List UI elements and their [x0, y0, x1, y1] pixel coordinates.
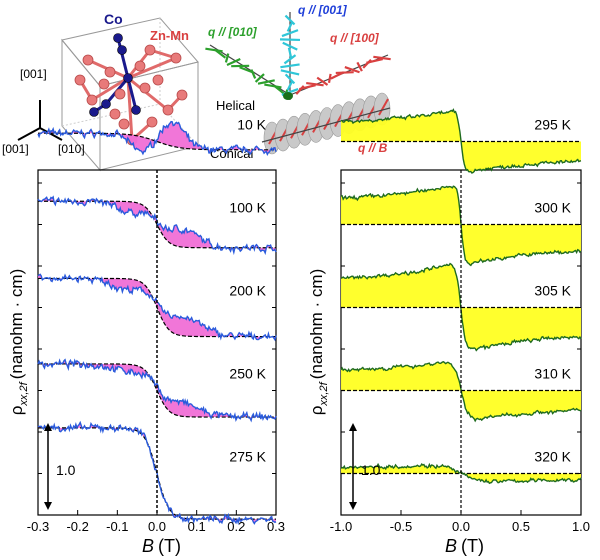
left-y-axis-label: ρxx,2f (nanohm · cm) [7, 269, 30, 416]
series-10K: 10 K [37, 117, 277, 157]
right-x-unit: (T) [461, 536, 484, 556]
x-tick-label: 0.5 [512, 519, 530, 534]
right-panel: 295 K 300 K 305 K 310 K 320 K -1.0 -0.5 0.0 0.5… [307, 108, 590, 556]
right-scale-bar: 1.0 [349, 423, 381, 510]
series-line [37, 358, 277, 423]
znmn-label: Zn-Mn [150, 28, 189, 43]
series-line [37, 120, 277, 157]
q001-label: q // [001] [298, 3, 348, 17]
x-tick-label: 0.0 [452, 519, 470, 534]
helical-label: Helical [216, 98, 255, 113]
series-fill [341, 186, 581, 266]
left-scale-bar: 1.0 [44, 423, 76, 510]
series-fill [341, 464, 581, 484]
qB-label: q // B [358, 141, 388, 155]
series-label: 310 K [534, 366, 571, 382]
series-line [340, 185, 582, 267]
left-x-var: B [142, 536, 154, 556]
series-300K: 300 K [340, 185, 582, 267]
right-y-axis-label: ρxx,2f (nanohm · cm) [307, 269, 330, 416]
axis-label-010: [010] [58, 142, 85, 156]
x-tick-label: -0.3 [27, 519, 49, 534]
right-scale-label: 1.0 [361, 462, 381, 478]
x-tick-label: -1.0 [330, 519, 352, 534]
series-label: 320 K [534, 449, 571, 465]
series-label: 300 K [534, 200, 571, 216]
axes-triad: [001] [001] [010] [2, 67, 85, 156]
q010-label: q // [010] [208, 25, 258, 39]
series-baseline [37, 132, 277, 151]
x-tick-label: 0.3 [267, 519, 285, 534]
x-tick-label: -0.5 [390, 519, 412, 534]
series-label: 10 K [237, 117, 266, 133]
series-label: 295 K [534, 117, 571, 133]
right-x-var: B [445, 536, 457, 556]
series-baseline [38, 200, 276, 249]
series-line [340, 262, 582, 352]
left-scale-label: 1.0 [56, 462, 76, 478]
series-line [340, 360, 582, 423]
x-tick-label: 0.0 [148, 519, 166, 534]
x-tick-label: 1.0 [572, 519, 590, 534]
q100-label: q // [100] [330, 31, 380, 45]
axis-label-001-left: [001] [2, 142, 29, 156]
x-tick-label: 0.1 [188, 519, 206, 534]
co-label: Co [104, 11, 123, 27]
series-fill [341, 361, 581, 421]
right-x-axis-title: B (T) [445, 536, 484, 556]
series-fill [341, 263, 581, 351]
series-295K: 295 K [340, 108, 582, 174]
left-panel: 10 K 100 K 200 K 250 K 275 K -0.3 -0.2 -0.1 0.0… [7, 117, 285, 557]
left-x-axis-title: B (T) [142, 536, 181, 556]
series-310K: 310 K [340, 360, 582, 423]
axis-label-001-top: [001] [20, 67, 47, 81]
series-label: 275 K [229, 449, 266, 465]
x-tick-label: 0.2 [227, 519, 245, 534]
crystal-schematic: Co Zn-Mn [61, 11, 199, 172]
series-label: 305 K [534, 283, 571, 299]
series-305K: 305 K [340, 262, 582, 352]
x-tick-label: -0.2 [66, 519, 88, 534]
x-tick-label: -0.1 [106, 519, 128, 534]
series-label: 100 K [229, 200, 266, 216]
left-x-unit: (T) [158, 536, 181, 556]
series-label: 250 K [229, 366, 266, 382]
series-label: 200 K [229, 283, 266, 299]
series-line [340, 108, 582, 174]
